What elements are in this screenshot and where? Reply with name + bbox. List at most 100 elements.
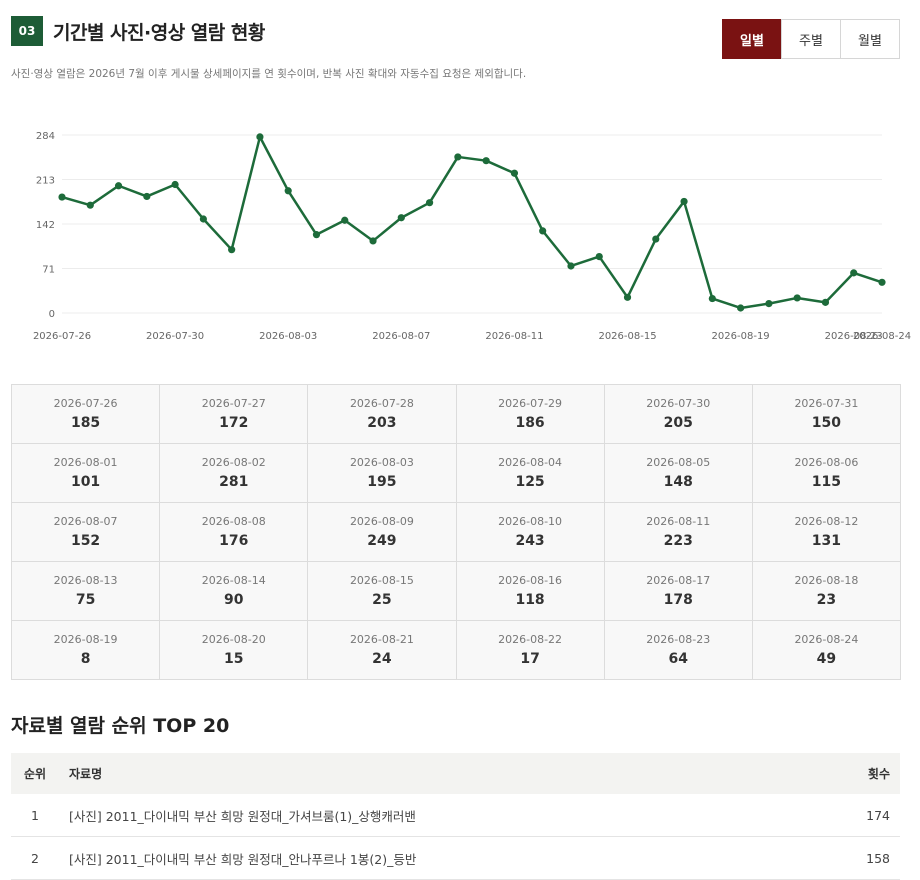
data-point [821, 298, 830, 306]
daily-cell-date: 2026-08-01 [53, 456, 118, 469]
data-point [114, 182, 123, 190]
data-point [284, 187, 292, 195]
x-tick-label: 2026-08-23 [825, 331, 883, 342]
data-point [312, 231, 321, 239]
daily-views-table: 2026-07-26 185 2026-07-27 172 2026-07-28 203 2… [11, 384, 901, 680]
data-point [595, 252, 603, 261]
daily-cell: 2026-08-13 75 [12, 562, 161, 621]
count-column-header: 횟수 [809, 753, 900, 794]
x-tick-label: 2026-07-26 [33, 331, 91, 342]
daily-cell-date: 2026-07-31 [794, 397, 859, 410]
x-tick-label: 2026-08-24 [853, 331, 911, 342]
daily-cell: 2026-08-07 152 [12, 503, 161, 562]
daily-cell-date: 2026-08-07 [53, 515, 118, 528]
data-point [482, 157, 490, 165]
monthly-button[interactable]: 월별 [840, 19, 900, 59]
daily-cell-value: 172 [219, 415, 249, 431]
data-point [708, 294, 716, 303]
daily-cell-value: 101 [70, 474, 101, 490]
daily-cell: 2026-08-24 49 [752, 621, 901, 680]
y-tick-label: 142 [36, 220, 55, 231]
daily-cell-value: 118 [515, 592, 545, 608]
x-tick-label: 2026-07-30 [146, 331, 204, 342]
daily-cell-date: 2026-08-11 [646, 515, 711, 528]
daily-cell-value: 249 [367, 533, 397, 549]
data-point [228, 246, 236, 254]
rank-column-header: 순위 [11, 753, 59, 794]
daily-cell-value: 25 [372, 592, 392, 608]
daily-cell-value: 195 [367, 474, 397, 490]
daily-cell-value: 186 [515, 415, 545, 431]
daily-cell-date: 2026-08-09 [349, 515, 414, 528]
daily-cell: 2026-08-03 195 [308, 444, 457, 503]
count-cell: 174 [809, 794, 900, 837]
daily-cell: 2026-08-19 8 [12, 621, 161, 680]
section-description: 사진·영상 열람은 2026년 7월 이후 게시물 상세페이지를 연 횟수이며,… [11, 68, 527, 80]
daily-cell: 2026-07-30 205 [604, 385, 753, 444]
x-tick-label: 2026-08-19 [712, 331, 770, 342]
daily-cell-date: 2026-07-28 [349, 397, 414, 410]
daily-cell-value: 125 [515, 474, 545, 490]
daily-cell-value: 205 [663, 415, 693, 431]
views-line-chart: 0 71 142 213 284 2026-07-26 2026-07-30 2026-08-… [33, 131, 911, 342]
daily-cell-date: 2026-08-14 [201, 574, 266, 587]
daily-cell-value: 243 [515, 533, 545, 549]
daily-cell-value: 131 [811, 533, 842, 549]
daily-cell-value: 49 [816, 651, 837, 667]
daily-cell-value: 15 [224, 651, 244, 667]
data-point [510, 169, 519, 177]
daily-cell: 2026-08-04 125 [456, 444, 605, 503]
daily-cell-date: 2026-08-23 [646, 633, 711, 646]
weekly-button[interactable]: 주별 [781, 19, 841, 59]
title-column-header: 자료명 [59, 753, 809, 794]
data-point [199, 215, 207, 223]
daily-cell-value: 64 [668, 651, 688, 667]
data-point [58, 193, 66, 201]
period-toggle: 일별 주별 월별 [722, 19, 900, 59]
page-title: 기간별 사진·영상 열람 현황 [53, 22, 265, 44]
daily-cell-value: 152 [70, 533, 101, 549]
x-tick-label: 2026-08-11 [485, 331, 543, 342]
daily-cell-date: 2026-08-16 [498, 574, 563, 587]
daily-cell-value: 150 [811, 415, 842, 431]
daily-cell-date: 2026-08-21 [349, 633, 414, 646]
daily-button[interactable]: 일별 [722, 19, 782, 59]
data-point [878, 278, 886, 286]
daily-cell-date: 2026-08-13 [53, 574, 118, 587]
data-point [623, 293, 632, 301]
daily-cell-date: 2026-08-12 [794, 515, 859, 528]
daily-cell: 2026-08-15 25 [308, 562, 457, 621]
data-point [652, 235, 660, 243]
daily-cell-date: 2026-08-08 [201, 515, 266, 528]
x-tick-label: 2026-08-07 [372, 331, 430, 342]
daily-cell: 2026-07-28 203 [308, 385, 457, 444]
daily-cell-date: 2026-08-05 [646, 456, 711, 469]
daily-cell-value: 23 [816, 592, 837, 608]
daily-cell-value: 148 [663, 474, 693, 490]
daily-cell: 2026-08-02 281 [160, 444, 309, 503]
table-row[interactable]: 1 [사진] 2011_다이내믹 부산 희망 원정대_가셔브룸(1)_상행캐러밴… [11, 794, 900, 837]
daily-cell-date: 2026-08-19 [53, 633, 118, 646]
daily-cell: 2026-08-20 15 [160, 621, 309, 680]
daily-cell: 2026-08-06 115 [752, 444, 901, 503]
series-line [61, 135, 883, 310]
daily-cell-date: 2026-08-02 [201, 456, 266, 469]
data-point [86, 201, 94, 209]
title-cell: [사진] 2011_다이내믹 부산 희망 원정대_안나푸르나 1봉(2)_등반 [59, 836, 809, 880]
table-row[interactable]: 2 [사진] 2011_다이내믹 부산 희망 원정대_안나푸르나 1봉(2)_등… [11, 836, 900, 880]
data-point [539, 227, 547, 235]
ranking-table: 순위 자료명 횟수 1 [사진] 2011_다이내믹 부산 희망 원정대_가셔브… [11, 753, 900, 880]
section-number-badge: 03 [11, 16, 43, 46]
title-cell: [사진] 2011_다이내믹 부산 희망 원정대_가셔브룸(1)_상행캐러밴 [59, 794, 809, 837]
x-tick-label: 2026-08-15 [598, 331, 656, 342]
daily-cell: 2026-08-22 17 [456, 621, 605, 680]
daily-cell: 2026-08-10 243 [456, 503, 605, 562]
data-point [171, 180, 179, 189]
daily-cell-date: 2026-08-06 [794, 456, 859, 469]
data-point [397, 214, 405, 222]
daily-cell-value: 115 [811, 474, 842, 490]
data-point [341, 216, 349, 224]
daily-cell: 2026-08-12 131 [752, 503, 901, 562]
rank-cell: 2 [11, 836, 59, 880]
y-tick-label: 284 [36, 131, 55, 142]
